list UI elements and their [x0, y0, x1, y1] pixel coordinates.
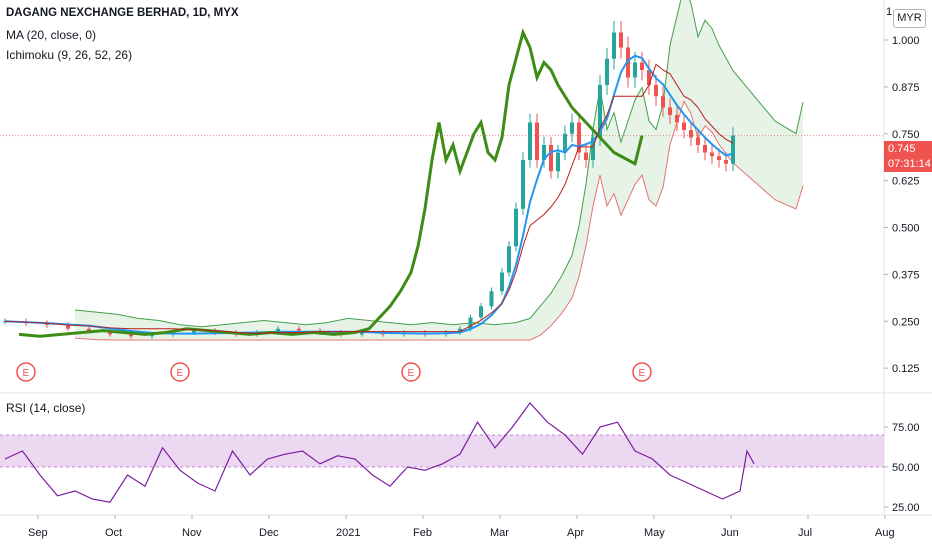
- ichimoku-span-a: [74, 0, 804, 328]
- candle-body: [192, 330, 196, 333]
- candle-body: [87, 328, 91, 331]
- price-y-tick-label: 0.875: [892, 82, 920, 94]
- candle-body: [661, 96, 665, 108]
- earnings-marker: [170, 362, 190, 382]
- x-tick-label: Nov: [182, 527, 202, 539]
- last-price-tag: 0.745: [884, 141, 932, 157]
- candle-body: [542, 145, 546, 160]
- price-axis-top-label: 1: [886, 6, 892, 18]
- earnings-marker-label: E: [408, 368, 415, 379]
- candle-body: [528, 122, 532, 160]
- candle-body: [710, 152, 714, 157]
- candle-body: [507, 246, 511, 273]
- candle-body: [633, 62, 637, 78]
- price-y-tick-label: 0.375: [892, 269, 920, 281]
- candle-body: [731, 135, 735, 164]
- candle-body: [647, 70, 651, 85]
- price-y-tick-label: 0.500: [892, 223, 920, 235]
- earnings-marker: [401, 362, 421, 382]
- candle-body: [640, 62, 644, 70]
- candle-body: [612, 32, 616, 59]
- price-y-tick-label: 0.750: [892, 129, 920, 141]
- candle-body: [668, 107, 672, 115]
- candle-body: [514, 208, 518, 247]
- price-y-tick-label: 0.125: [892, 363, 920, 375]
- candle-body: [66, 325, 70, 329]
- bar-countdown: 07:31:14: [884, 157, 932, 172]
- candle-body: [577, 122, 581, 153]
- candle-body: [360, 332, 364, 335]
- ma-legend[interactable]: MA (20, close, 0): [6, 28, 97, 42]
- ichimoku-span-b: [74, 100, 804, 341]
- x-tick-label: Sep: [28, 527, 48, 539]
- earnings-marker: [16, 362, 36, 382]
- ichimoku-legend[interactable]: Ichimoku (9, 26, 52, 26): [6, 48, 133, 62]
- rsi-y-tick-label: 75.00: [892, 422, 920, 434]
- candle-body: [626, 47, 630, 78]
- candle-body: [535, 122, 539, 160]
- rsi-y-tick-label: 50.00: [892, 462, 920, 474]
- candle-body: [675, 115, 679, 123]
- candle-body: [549, 145, 553, 172]
- candle-body: [584, 152, 588, 160]
- candle-body: [605, 58, 609, 85]
- symbol-title[interactable]: DAGANG NEXCHANGE BERHAD, 1D, MYX: [6, 7, 239, 19]
- x-tick-label: Apr: [567, 527, 584, 539]
- candle-body: [468, 317, 473, 329]
- candle-body: [500, 272, 504, 292]
- candle-body: [489, 291, 494, 307]
- candle-body: [276, 328, 280, 333]
- x-tick-label: Dec: [259, 527, 279, 539]
- candle-body: [703, 145, 707, 153]
- x-tick-label: Feb: [413, 527, 432, 539]
- candle-body: [563, 133, 567, 153]
- price-y-tick-label: 1.000: [892, 35, 920, 47]
- price-y-tick-label: 0.625: [892, 176, 920, 188]
- earnings-marker-label: E: [177, 368, 184, 379]
- ichimoku-lagging-line: [18, 28, 644, 338]
- x-tick-label: May: [644, 527, 665, 539]
- x-tick-label: Jun: [721, 527, 739, 539]
- candle-body: [717, 156, 721, 160]
- candle-body: [724, 160, 728, 164]
- ichimoku-cloud: [75, 0, 803, 340]
- candle-body: [479, 306, 483, 318]
- candle-body: [591, 137, 595, 160]
- x-tick-label: Aug: [875, 527, 895, 539]
- rsi-legend[interactable]: RSI (14, close): [6, 401, 86, 415]
- ichimoku-base-line: [4, 63, 734, 334]
- candle-body: [150, 334, 154, 337]
- candle-body: [682, 122, 686, 130]
- candle-body: [297, 328, 301, 331]
- currency-button[interactable]: MYR: [893, 9, 926, 28]
- candle-body: [654, 85, 658, 97]
- x-tick-label: Mar: [490, 527, 509, 539]
- candle-body: [556, 152, 560, 172]
- x-tick-label: Jul: [798, 527, 812, 539]
- earnings-marker-label: E: [23, 368, 30, 379]
- rsi-y-tick-label: 25.00: [892, 502, 920, 514]
- candle-body: [521, 160, 525, 209]
- x-tick-label: Oct: [105, 527, 122, 539]
- candle-body: [570, 122, 574, 134]
- ma-line: [4, 54, 734, 335]
- earnings-marker: [632, 362, 652, 382]
- earnings-marker-label: E: [639, 368, 646, 379]
- candle-body: [696, 137, 700, 145]
- x-tick-label: 2021: [336, 527, 360, 539]
- candle-body: [458, 328, 462, 333]
- candle-body: [619, 32, 623, 48]
- candle-body: [129, 334, 133, 337]
- candle-body: [598, 85, 602, 138]
- candle-body: [689, 130, 693, 138]
- rsi-band: [0, 435, 884, 467]
- rsi-line: [4, 402, 755, 503]
- price-y-tick-label: 0.250: [892, 316, 920, 328]
